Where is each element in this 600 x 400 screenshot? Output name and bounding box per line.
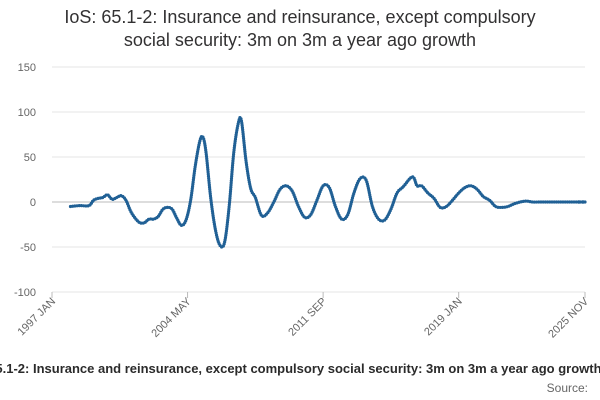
data-point xyxy=(77,204,81,208)
y-axis-ticks: 150 100 50 0 -50 -100 xyxy=(14,62,36,299)
y-tick-label: 100 xyxy=(18,107,36,119)
y-tick-label: -100 xyxy=(14,287,36,299)
legend: IoS: 65.1-2: Insurance and reinsurance, … xyxy=(0,361,600,381)
data-point xyxy=(563,200,567,204)
x-tick-label: 2011 SEP xyxy=(286,296,329,339)
data-point xyxy=(552,200,556,204)
data-point xyxy=(539,200,543,204)
data-point xyxy=(572,200,576,204)
data-point xyxy=(561,200,565,204)
chart-title: IoS: 65.1-2: Insurance and reinsurance, … xyxy=(0,6,600,52)
y-tick-label: 50 xyxy=(24,152,36,164)
data-point xyxy=(554,200,558,204)
x-tick-label: 2025 NOV xyxy=(546,295,591,340)
data-point xyxy=(543,200,547,204)
data-point xyxy=(570,200,574,204)
series-line-0 xyxy=(70,116,585,249)
y-tick-label: -50 xyxy=(20,242,36,254)
data-point xyxy=(559,200,563,204)
x-tick-label: 2004 MAY xyxy=(149,295,194,340)
legend-label: IoS: 65.1-2: Insurance and reinsurance, … xyxy=(0,361,600,376)
x-tick-label: 2019 JAN xyxy=(422,296,465,339)
y-tick-label: 150 xyxy=(18,62,36,74)
chart-title-line-1: IoS: 65.1-2: Insurance and reinsurance, … xyxy=(64,7,536,27)
data-point xyxy=(577,200,581,204)
data-point xyxy=(581,200,585,204)
data-point xyxy=(556,200,561,204)
chart-title-line-2: social security: 3m on 3m a year ago gro… xyxy=(123,30,477,50)
data-point xyxy=(550,200,554,204)
data-point xyxy=(565,200,569,204)
data-point xyxy=(574,200,578,204)
x-tick-label: 1997 JAN xyxy=(15,296,58,339)
x-axis-ticks: 1997 JAN 2004 MAY 2011 SEP 2019 JAN 2025 NOV xyxy=(15,292,592,340)
data-point xyxy=(537,200,541,204)
y-tick-label: 0 xyxy=(30,197,36,209)
data-point xyxy=(541,200,545,204)
data-point xyxy=(545,200,550,204)
grid-lines xyxy=(52,66,585,293)
source-label: Source: xyxy=(546,381,588,395)
data-point xyxy=(548,200,552,204)
data-point xyxy=(567,200,572,204)
series-layer xyxy=(68,115,587,249)
